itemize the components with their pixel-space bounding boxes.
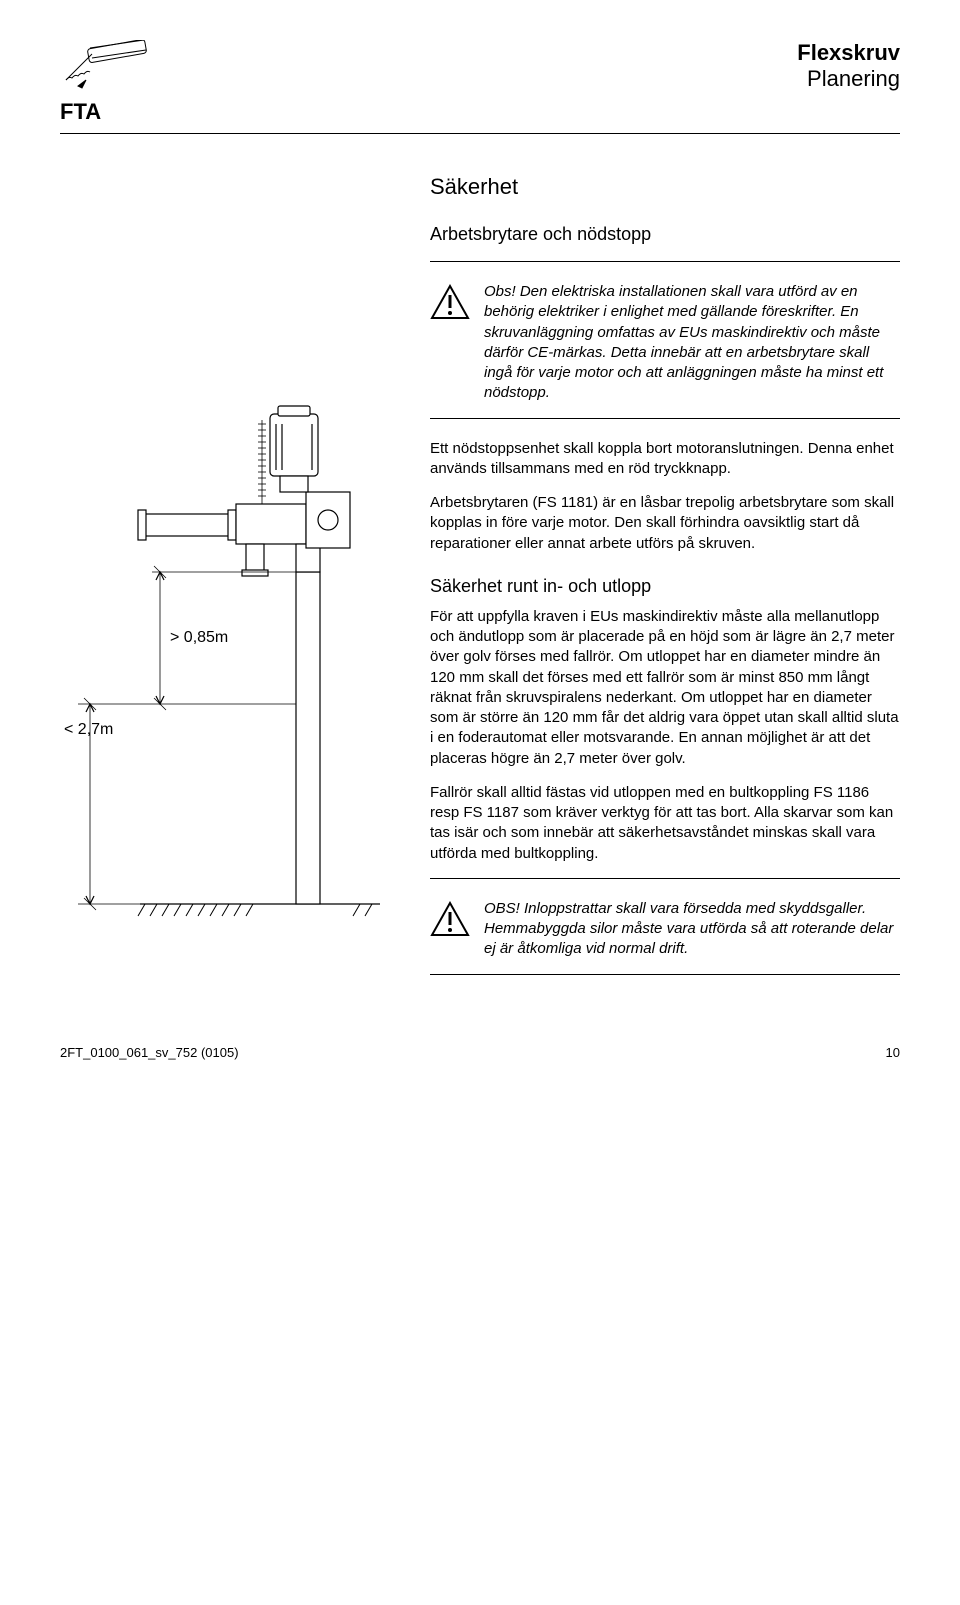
footer-docid: 2FT_0100_061_sv_752 (0105) — [60, 1045, 239, 1060]
fta-label: FTA — [60, 99, 101, 125]
heading-inlet-outlet: Säkerhet runt in- och utlopp — [430, 576, 900, 597]
page-header: FTA Flexskruv Planering — [60, 40, 900, 125]
warning-divider-bottom-2 — [430, 974, 900, 975]
warning-text-2: OBS! Inloppstrattar skall vara försedda … — [484, 899, 900, 960]
section-title: Säkerhet — [430, 174, 900, 200]
warning-divider-bottom-1 — [430, 418, 900, 419]
warning-divider-top-2 — [430, 878, 900, 879]
paragraph-2: Arbetsbrytaren (FS 1181) är en låsbar tr… — [430, 493, 900, 554]
auger-icon — [60, 40, 150, 95]
warning-divider-top-1 — [430, 261, 900, 262]
header-left: FTA — [60, 40, 150, 125]
left-column: > 0,85m < 2,7m — [60, 174, 390, 995]
subsection-title: Arbetsbrytare och nödstopp — [430, 224, 900, 245]
diagram-label-top: > 0,85m — [170, 629, 228, 646]
warning-block-2: OBS! Inloppstrattar skall vara försedda … — [430, 899, 900, 960]
warning-icon — [430, 284, 470, 325]
warning-icon — [430, 901, 470, 942]
paragraph-3: För att uppfylla kraven i EUs maskindire… — [430, 607, 900, 769]
header-divider — [60, 133, 900, 134]
brand-subtitle: Planering — [797, 66, 900, 92]
paragraph-4: Fallrör skall alltid fästas vid utloppen… — [430, 783, 900, 864]
header-right: Flexskruv Planering — [797, 40, 900, 93]
diagram-label-bottom: < 2,7m — [64, 721, 113, 738]
installation-diagram: > 0,85m < 2,7m — [60, 404, 390, 924]
paragraph-1: Ett nödstoppsenhet skall koppla bort mot… — [430, 439, 900, 480]
footer-page: 10 — [886, 1045, 900, 1060]
brand-title: Flexskruv — [797, 40, 900, 66]
page-footer: 2FT_0100_061_sv_752 (0105) 10 — [60, 1045, 900, 1060]
content: > 0,85m < 2,7m Säkerhet Arbetsbrytare oc… — [60, 174, 900, 995]
warning-text-1: Obs! Den elektriska installationen skall… — [484, 282, 900, 404]
right-column: Säkerhet Arbetsbrytare och nödstopp Obs!… — [430, 174, 900, 995]
warning-block-1: Obs! Den elektriska installationen skall… — [430, 282, 900, 404]
